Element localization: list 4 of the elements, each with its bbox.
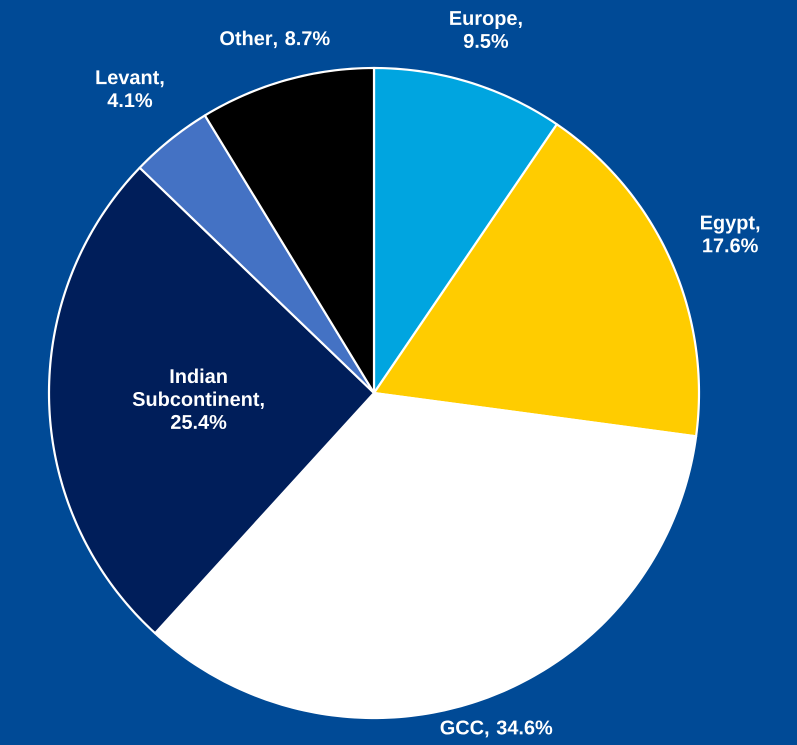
data-label: , 34.6% (485, 720, 552, 738)
slice-label: GCC (440, 720, 484, 735)
data-label: , 8.7% (274, 31, 330, 48)
slice-label: Other (220, 30, 272, 46)
